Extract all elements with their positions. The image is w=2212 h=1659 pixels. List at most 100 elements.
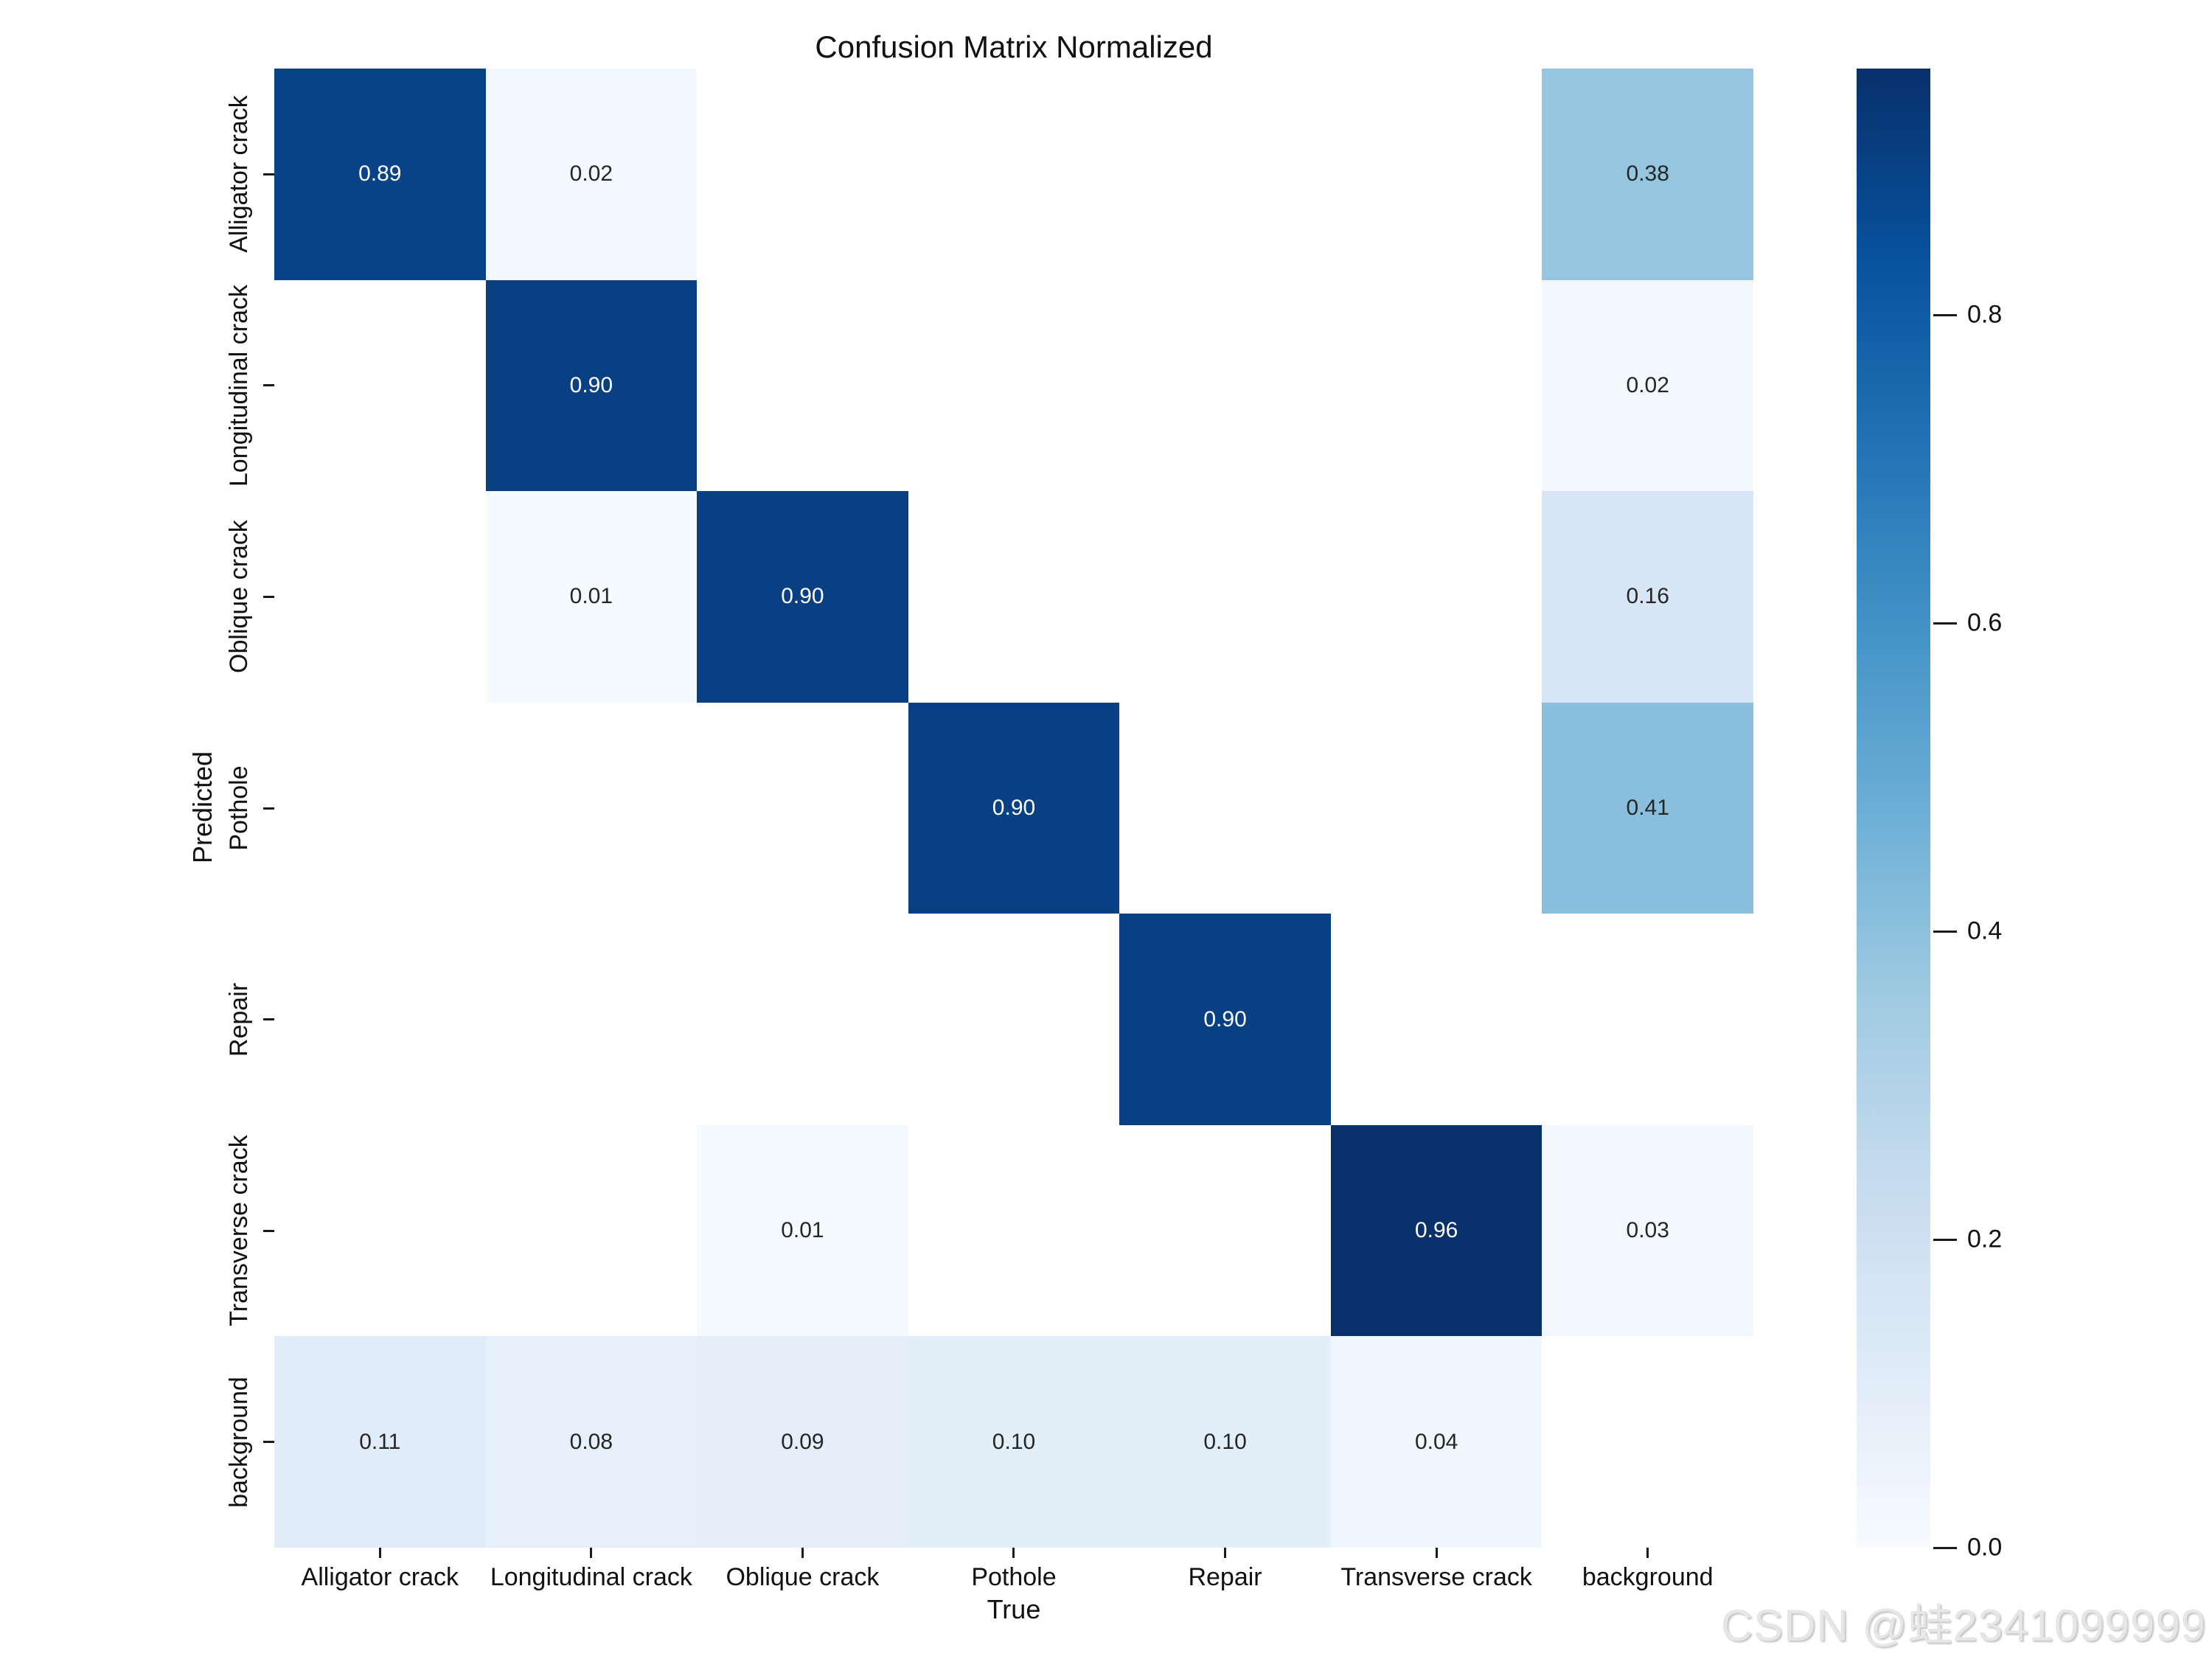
- heatmap-cell: [697, 69, 908, 280]
- y-tick-label: Repair: [225, 982, 253, 1057]
- heatmap-cell: 0.90: [485, 279, 698, 492]
- colorbar-tick-mark: [1933, 930, 1957, 933]
- colorbar-gradient: [1857, 69, 1930, 1548]
- heatmap-cell: [908, 1124, 1120, 1337]
- heatmap-cell: 0.96: [1330, 1124, 1543, 1337]
- colorbar-tick-label: 0.0: [1967, 1533, 2003, 1562]
- y-tick-mark: [263, 384, 274, 387]
- y-tick-label: Pothole: [225, 765, 253, 851]
- colorbar-tick-mark: [1933, 313, 1957, 316]
- heatmap-cell: 0.16: [1542, 491, 1753, 703]
- x-tick-mark: [590, 1548, 593, 1558]
- heatmap-cell: 0.01: [697, 1124, 908, 1337]
- x-tick: background: [1542, 1548, 1753, 1592]
- heatmap-cell: [1330, 914, 1543, 1125]
- heatmap-cell: [697, 702, 908, 914]
- heatmap-cell: 0.01: [485, 491, 698, 703]
- x-tick: Oblique crack: [697, 1548, 908, 1592]
- x-axis-tick-labels: Alligator crack Longitudinal crack Oblique…: [274, 1548, 1753, 1592]
- x-tick-label: Pothole: [971, 1563, 1057, 1591]
- heatmap-cell: [1119, 491, 1331, 703]
- y-tick-mark: [263, 1441, 274, 1444]
- x-tick: Longitudinal crack: [486, 1548, 698, 1592]
- y-tick-mark: [263, 807, 274, 810]
- heatmap-cell: [1330, 279, 1543, 492]
- heatmap-cell: 0.90: [908, 702, 1120, 914]
- heatmap-cell: 0.38: [1542, 69, 1753, 280]
- colorbar-tick-label: 0.4: [1967, 917, 2003, 945]
- x-tick-label: Longitudinal crack: [490, 1563, 692, 1591]
- heatmap-cell: 0.10: [908, 1336, 1120, 1548]
- y-tick-label: Oblique crack: [225, 520, 253, 674]
- heatmap-cell: 0.41: [1542, 702, 1753, 914]
- colorbar-tick-label: 0.6: [1967, 608, 2003, 637]
- x-tick-label: Alligator crack: [301, 1563, 459, 1591]
- x-tick: Transverse crack: [1331, 1548, 1543, 1592]
- y-axis-title: Predicted: [187, 751, 218, 864]
- x-tick-label: Transverse crack: [1340, 1563, 1532, 1591]
- x-tick-mark: [1435, 1548, 1438, 1558]
- y-tick-label: Longitudinal crack: [225, 284, 253, 487]
- heatmap-cell: [1119, 702, 1331, 914]
- heatmap-cell: [1119, 1124, 1331, 1337]
- x-axis-title: True: [987, 1594, 1041, 1624]
- y-tick-mark: [263, 1018, 274, 1021]
- chart-title: Confusion Matrix Normalized: [815, 29, 1213, 64]
- x-tick: Alligator crack: [274, 1548, 486, 1592]
- colorbar-tick-mark: [1933, 622, 1957, 625]
- heatmap-cell: 0.90: [697, 491, 908, 703]
- heatmap-cell: 0.09: [697, 1336, 908, 1548]
- heatmap-grid: 0.89 0.02 0.38 0.90 0.02 0.01 0.90 0.16 0.90 0.41…: [274, 69, 1753, 1548]
- x-tick-mark: [1224, 1548, 1227, 1558]
- heatmap-cell: [274, 1124, 486, 1337]
- y-tick-label: background: [225, 1376, 253, 1508]
- heatmap-cell: 0.08: [485, 1336, 698, 1548]
- heatmap-cell: [1330, 69, 1543, 280]
- heatmap-cell: [1542, 914, 1753, 1125]
- heatmap-cell: 0.02: [1542, 279, 1753, 492]
- heatmap-cell: [1330, 702, 1543, 914]
- heatmap-cell: 0.89: [274, 69, 486, 280]
- y-tick-mark: [263, 595, 274, 598]
- heatmap-cell: [485, 702, 698, 914]
- colorbar-tick-mark: [1933, 1238, 1957, 1241]
- colorbar-tick-label: 0.2: [1967, 1225, 2003, 1253]
- heatmap-cell: [908, 491, 1120, 703]
- y-tick-label: Alligator crack: [225, 95, 253, 254]
- x-tick-label: background: [1582, 1563, 1714, 1591]
- heatmap-cell: 0.04: [1330, 1336, 1543, 1548]
- y-tick-mark: [263, 1229, 274, 1232]
- heatmap-cell: [908, 914, 1120, 1125]
- heatmap-cell: [485, 914, 698, 1125]
- heatmap-cell: [1330, 491, 1543, 703]
- heatmap-cell: 0.02: [485, 69, 698, 280]
- x-tick-label: Repair: [1188, 1563, 1262, 1591]
- heatmap-cell: 0.11: [274, 1336, 486, 1548]
- heatmap-cell: [274, 279, 486, 492]
- x-tick-label: Oblique crack: [726, 1563, 880, 1591]
- heatmap-cell: [1119, 279, 1331, 492]
- y-tick-mark: [263, 173, 274, 175]
- heatmap-cell: [908, 69, 1120, 280]
- heatmap-cell: [697, 914, 908, 1125]
- heatmap-cell: [274, 914, 486, 1125]
- x-tick-mark: [1012, 1548, 1015, 1558]
- heatmap-cell: [1542, 1336, 1753, 1548]
- colorbar-tick-label: 0.8: [1967, 300, 2003, 329]
- watermark: CSDN @蛙2341099999: [1720, 1601, 2206, 1650]
- x-tick-mark: [378, 1548, 381, 1558]
- heatmap-cell: [908, 279, 1120, 492]
- heatmap-cell: [274, 702, 486, 914]
- heatmap-cell: [1119, 69, 1331, 280]
- x-tick: Pothole: [908, 1548, 1120, 1592]
- heatmap-cell: 0.03: [1542, 1124, 1753, 1337]
- heatmap-cell: [485, 1124, 698, 1337]
- x-tick-mark: [1646, 1548, 1649, 1558]
- x-tick: Repair: [1119, 1548, 1331, 1592]
- y-tick-label: Transverse crack: [225, 1135, 253, 1326]
- x-tick-mark: [801, 1548, 804, 1558]
- heatmap-cell: [274, 491, 486, 703]
- heatmap-cell: 0.10: [1119, 1336, 1331, 1548]
- colorbar-tick-mark: [1933, 1546, 1957, 1549]
